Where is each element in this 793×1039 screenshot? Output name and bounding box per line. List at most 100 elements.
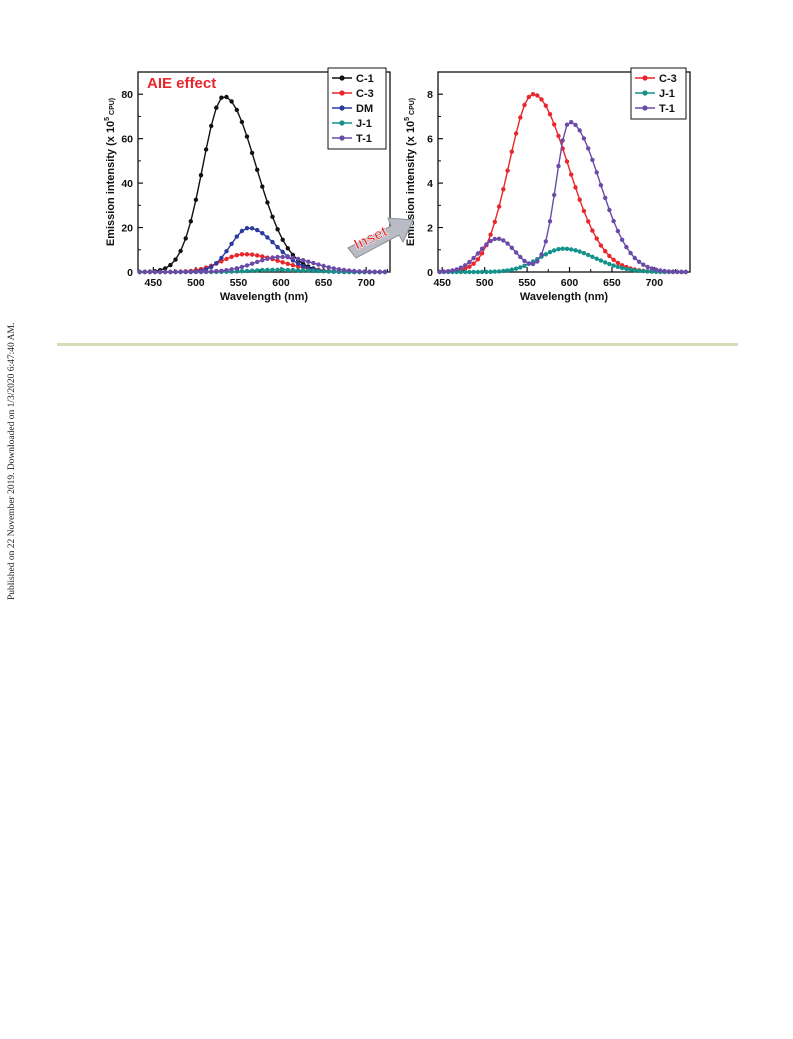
data-point [183,236,188,241]
data-point [331,269,336,274]
data-point [479,269,485,275]
y-tick-label: 2 [427,223,433,235]
data-point [326,269,331,274]
annotation-aie-effect: AIE effect [147,75,216,92]
data-point [475,269,481,275]
data-point [496,204,502,209]
data-point [209,269,214,274]
data-point [607,253,612,259]
data-point [573,248,578,253]
series-t-1 [137,254,388,275]
data-point [577,197,582,202]
data-point [173,269,178,275]
data-point [275,227,280,232]
data-point [260,184,265,189]
chart-panel-left: 450 500 550 600 650 700 0 20 40 60 80 Wavelength (n… [100,62,400,317]
data-point [219,259,224,264]
data-point [441,269,447,274]
data-point [615,228,621,234]
data-point [198,173,204,178]
data-point [586,146,591,151]
data-point [569,247,574,252]
data-point [249,252,255,257]
data-point [556,163,561,169]
data-point [573,185,578,190]
data-point [552,248,557,253]
data-point [285,261,290,266]
data-point [224,94,229,100]
data-point [590,228,595,233]
data-point [239,252,245,257]
data-point [632,255,637,261]
data-point [611,263,616,268]
data-point [229,267,234,272]
data-point [301,264,306,269]
data-point [649,269,654,274]
data-point [501,238,506,243]
data-point [526,94,531,100]
x-axis-title: Wavelength (nm) [520,291,609,303]
x-axis-title: Wavelength (nm) [220,291,309,303]
y-tick-label: 0 [127,267,133,279]
series-t-1 [437,120,688,275]
data-point [275,254,280,260]
data-point [594,236,599,241]
data-point [569,120,574,125]
data-point [645,264,650,270]
data-point [615,260,621,266]
data-point [492,236,497,242]
x-tick-label: 600 [561,277,579,289]
data-point [501,187,506,192]
data-point [586,219,591,224]
data-point [142,269,147,275]
data-point [311,268,316,274]
data-point [331,266,336,271]
data-point [229,99,234,104]
data-point [244,263,250,268]
series-line-c-3 [439,93,686,273]
data-point [290,263,296,268]
data-point [249,226,255,231]
data-point [649,266,654,271]
data-point [214,261,219,266]
data-point [326,265,331,270]
data-point [234,266,239,271]
data-point [526,261,531,266]
data-point [260,231,265,236]
data-point [437,269,442,274]
data-point [641,262,646,267]
data-point [265,200,270,205]
data-point [290,255,296,261]
data-point [594,256,599,261]
data-point [556,133,561,139]
data-point [471,255,476,261]
data-point [321,269,326,274]
data-point [505,241,510,246]
data-point [255,268,260,273]
data-point [624,244,629,250]
data-point [603,260,608,265]
inset-arrow: Inset [347,217,414,259]
data-point [475,251,481,256]
data-point [479,251,485,256]
data-point [581,250,587,256]
data-point [594,170,599,175]
legend-marker [339,75,345,81]
data-point [157,269,163,275]
x-tick-label: 450 [433,277,451,289]
chart-panel-right: 450 500 550 600 650 700 0 2 4 6 8 Wavelength (nm) Em… [400,62,745,317]
data-point [255,253,260,258]
data-point [244,268,250,274]
data-point [666,269,671,274]
legend-marker [642,90,648,96]
y-tick-label: 6 [427,134,433,146]
data-point [615,264,621,270]
data-point [522,263,527,268]
data-point [530,261,536,267]
data-point [564,246,570,251]
data-point [265,256,270,261]
data-point [270,239,275,245]
data-point [234,107,239,113]
data-point [628,267,633,272]
data-point [168,262,173,268]
